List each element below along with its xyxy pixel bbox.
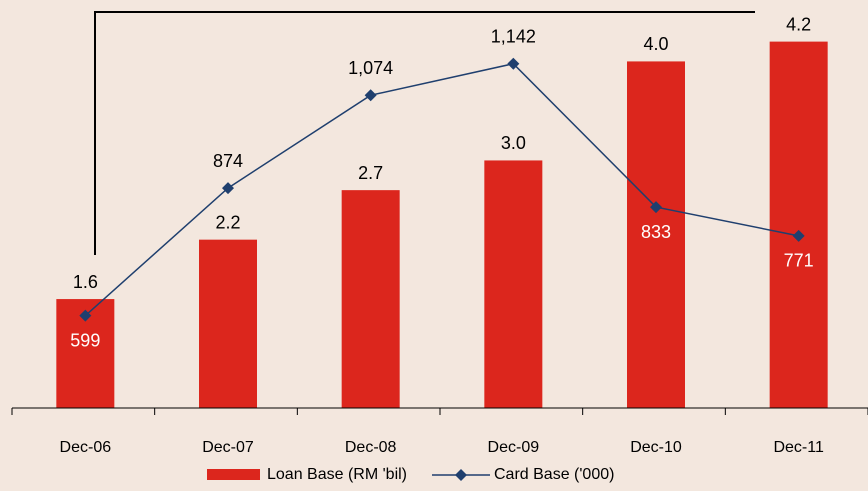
bar	[484, 160, 543, 408]
bar	[341, 190, 400, 408]
line-value-label: 599	[70, 330, 100, 350]
legend-label: Loan Base (RM 'bil)	[267, 466, 407, 483]
line-value-label: 874	[213, 151, 243, 171]
bar	[627, 61, 685, 408]
bar-value-label: 4.0	[643, 34, 668, 54]
bar	[769, 41, 828, 409]
bar-value-label: 3.0	[501, 133, 526, 153]
bar-value-label: 1.6	[73, 272, 98, 292]
x-tick-label: Dec-11	[773, 439, 823, 456]
line-value-label: 771	[784, 251, 814, 271]
legend-label: Card Base ('000)	[494, 466, 614, 483]
legend-swatch	[455, 469, 467, 481]
x-tick-label: Dec-09	[488, 439, 540, 456]
line-marker	[222, 182, 234, 195]
line-value-label: 1,074	[348, 58, 393, 78]
bar	[199, 239, 257, 408]
bar-value-label: 4.2	[786, 14, 811, 34]
line-value-label: 1,142	[491, 26, 536, 46]
line-value-label: 833	[641, 222, 671, 242]
legend-swatch	[207, 469, 260, 480]
line-marker	[79, 309, 92, 322]
bar-value-label: 2.2	[215, 212, 240, 232]
line-marker	[507, 57, 520, 70]
x-tick-label: Dec-07	[202, 439, 254, 456]
x-tick-label: Dec-10	[630, 439, 682, 456]
bracket	[94, 11, 755, 255]
x-tick-label: Dec-06	[60, 439, 112, 456]
line-marker	[364, 89, 377, 102]
line-marker	[650, 201, 662, 214]
x-tick-label: Dec-08	[345, 439, 397, 456]
line-marker	[792, 229, 805, 242]
line	[84, 62, 799, 317]
bar-value-label: 2.7	[358, 163, 383, 183]
